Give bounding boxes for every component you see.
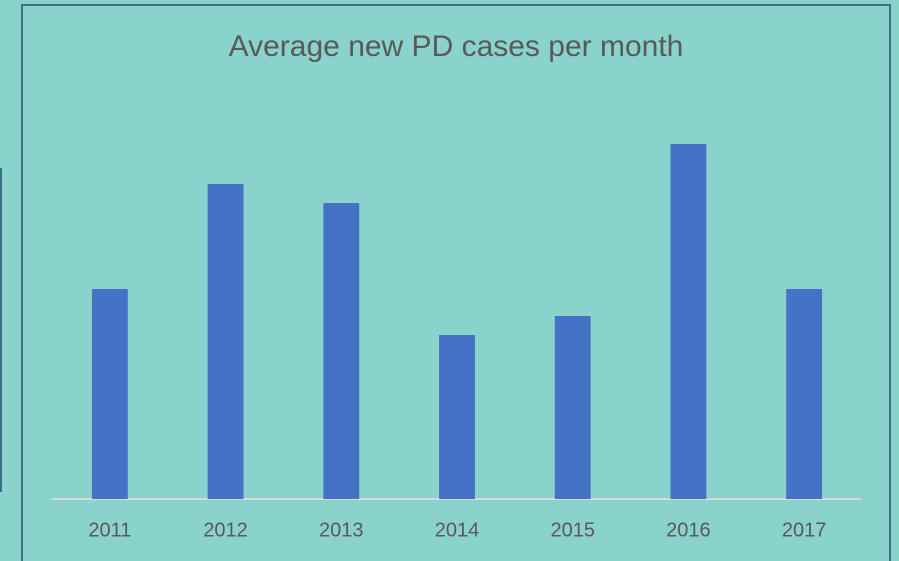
x-tick-label: 2011: [88, 519, 131, 541]
bar: [439, 335, 475, 499]
x-tick-label: 2013: [319, 519, 364, 541]
bar: [670, 144, 707, 499]
bar: [786, 289, 823, 499]
x-tick-label: 2012: [203, 519, 248, 541]
x-tick-label: 2016: [666, 519, 711, 541]
x-tick-label: 2015: [550, 519, 595, 541]
x-tick-label: 2014: [435, 519, 480, 541]
frame: [21, 4, 891, 561]
bar: [91, 289, 128, 499]
x-tick-label: 2017: [782, 519, 827, 541]
bar: [554, 316, 591, 499]
bar: [323, 203, 360, 499]
bar: [207, 184, 244, 499]
chart-title: Average new PD cases per month: [229, 30, 684, 63]
